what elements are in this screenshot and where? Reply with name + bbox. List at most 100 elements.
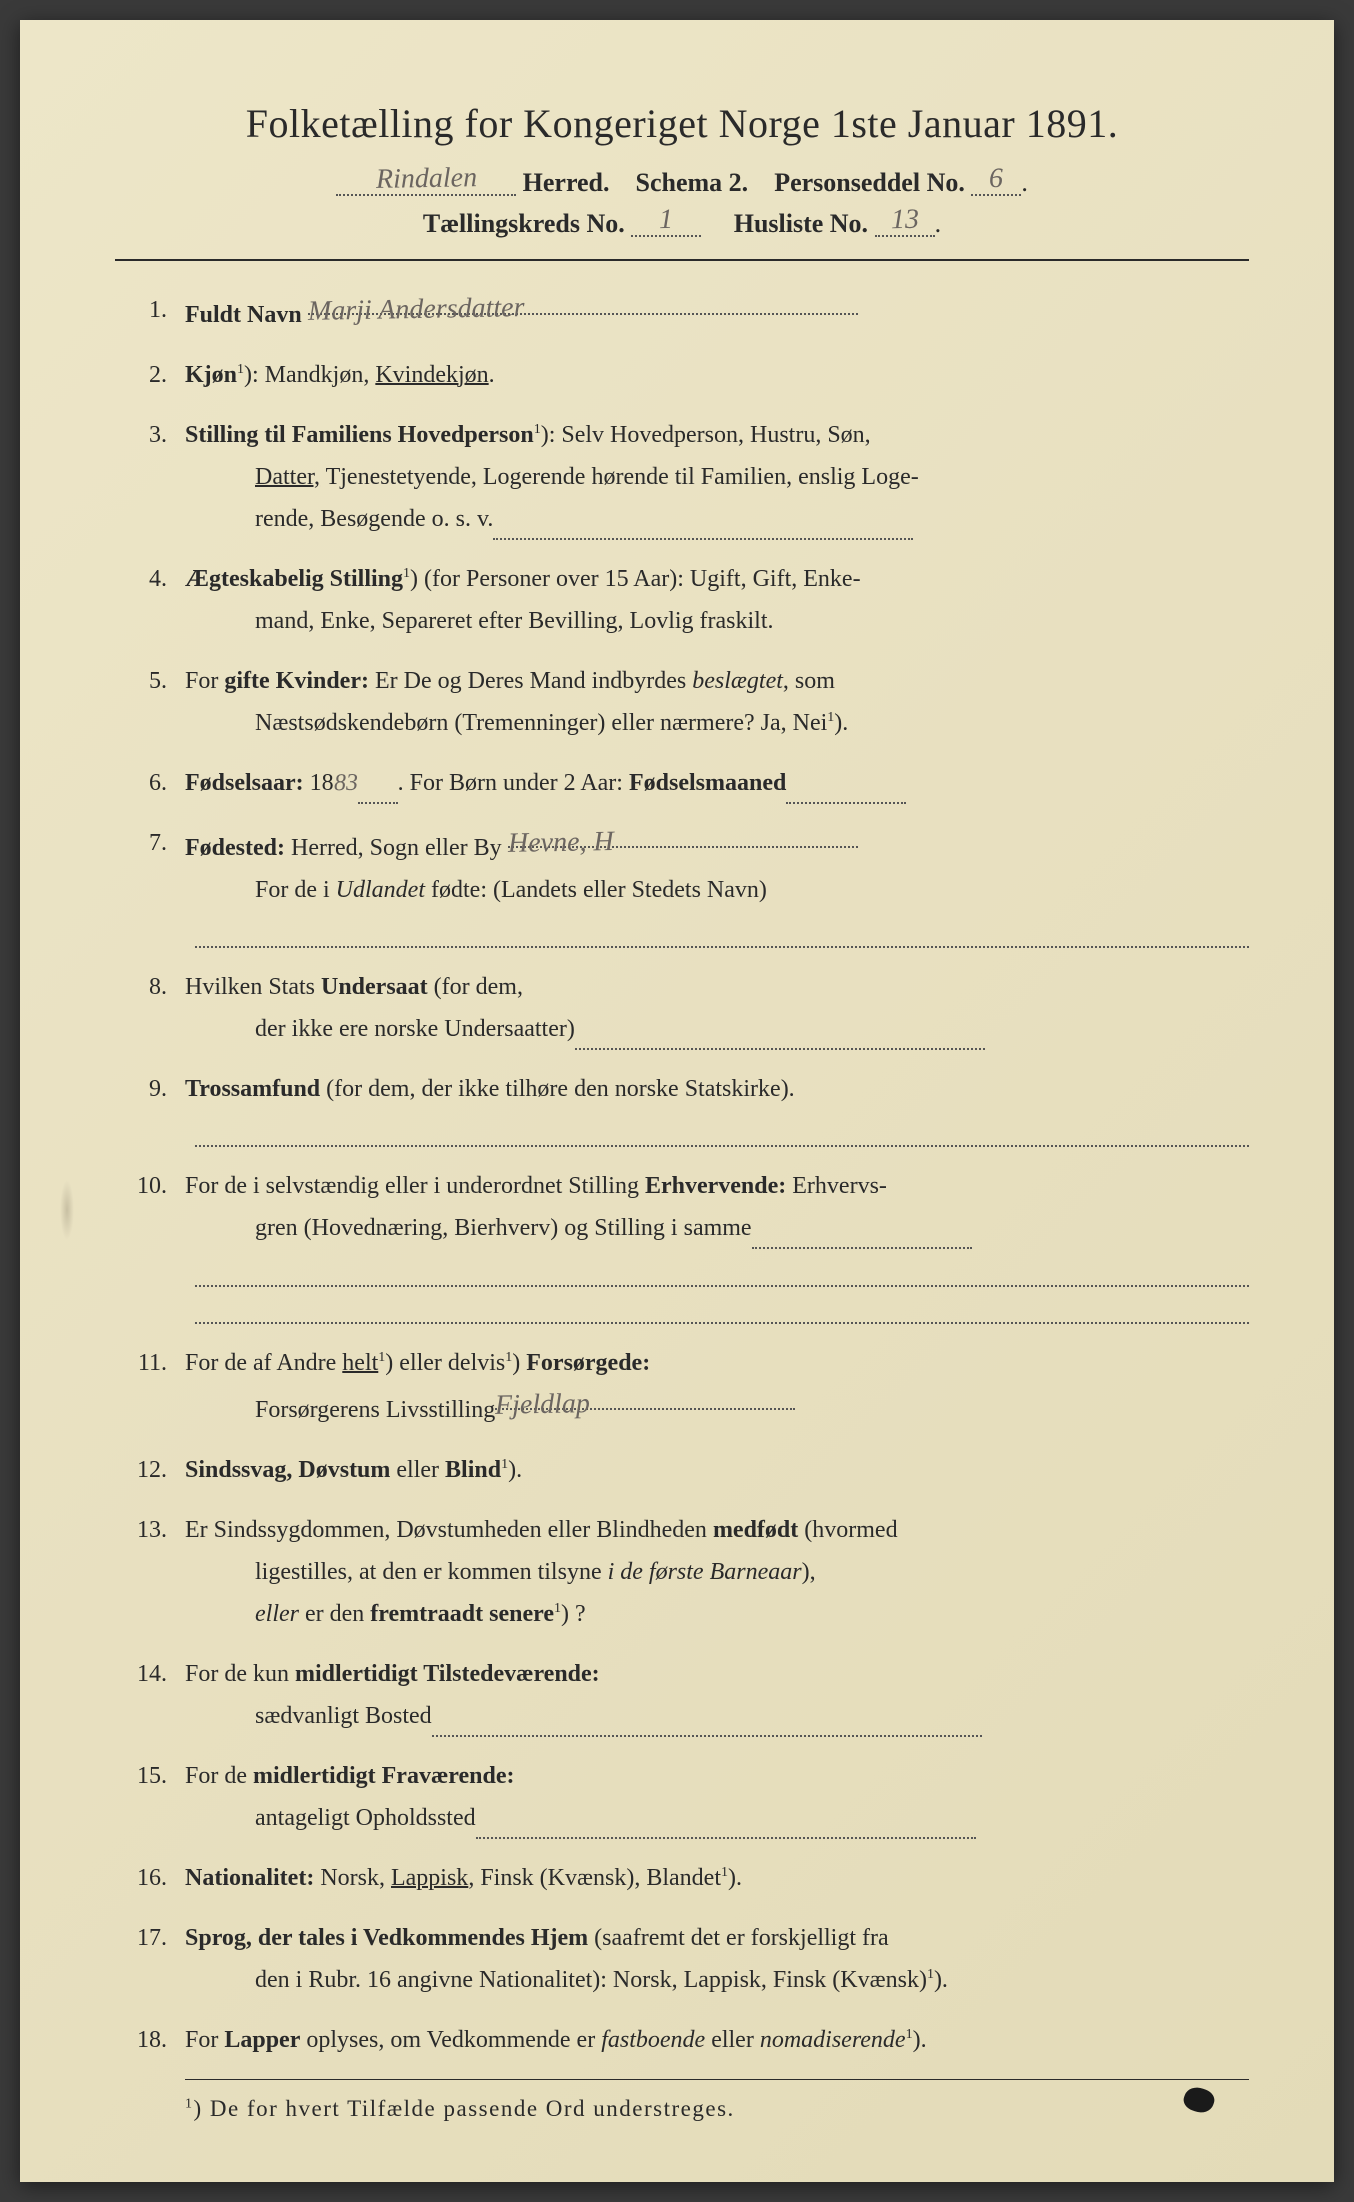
item-7: 7. Fødested: Herred, Sogn eller By Hevne… xyxy=(125,822,1249,911)
label: midlertidigt Tilstedeværende: xyxy=(295,1661,600,1687)
dotted-line xyxy=(195,1267,1249,1286)
label: Lapper xyxy=(224,2027,300,2053)
item-1: 1. Fuldt Navn Marji Andersdatter xyxy=(125,289,1249,336)
dotted xyxy=(575,1026,985,1050)
text: Næstsødskendebørn (Tremenninger) eller n… xyxy=(255,710,827,736)
item-num: 6. xyxy=(125,762,185,804)
form-header: Folketælling for Kongeriget Norge 1ste J… xyxy=(115,100,1249,239)
item-num: 8. xyxy=(125,966,185,1050)
label: Fødested: xyxy=(185,835,285,861)
label: Nationalitet: xyxy=(185,1865,314,1891)
herred-handwritten: Rindalen xyxy=(375,162,477,196)
text: ), xyxy=(802,1559,816,1585)
item-12: 12. Sindssvag, Døvstum eller Blind1). xyxy=(125,1449,1249,1491)
item-body: Sprog, der tales i Vedkommendes Hjem (sa… xyxy=(185,1917,1249,2001)
text: ). xyxy=(913,2027,927,2053)
item-4: 4. Ægteskabelig Stilling1) (for Personer… xyxy=(125,558,1249,642)
text: fødte: (Landets eller Stedets Navn) xyxy=(425,877,767,903)
text: Hvilken Stats xyxy=(185,974,321,1000)
dotted-line xyxy=(195,929,1249,948)
item-9: 9. Trossamfund (for dem, der ikke tilhør… xyxy=(125,1068,1249,1110)
underlined: Lappisk xyxy=(391,1865,468,1891)
item-body: Fuldt Navn Marji Andersdatter xyxy=(185,289,1249,336)
item-num: 18. xyxy=(125,2019,185,2061)
stain-mark xyxy=(60,1180,74,1240)
text: For de i selvstændig eller i underordnet… xyxy=(185,1173,645,1199)
item-11: 11. For de af Andre helt1) eller delvis1… xyxy=(125,1342,1249,1431)
text: 18 xyxy=(304,770,334,796)
item-body: Trossamfund (for dem, der ikke tilhøre d… xyxy=(185,1068,1249,1110)
text: antageligt Opholdssted xyxy=(255,1805,476,1831)
text: For de xyxy=(185,1763,253,1789)
personseddel-hand: 6 xyxy=(989,163,1004,195)
text: sædvanligt Bosted xyxy=(255,1703,432,1729)
item-body: Sindssvag, Døvstum eller Blind1). xyxy=(185,1449,1249,1491)
item-num: 3. xyxy=(125,414,185,540)
label: Ægteskabelig Stilling xyxy=(185,566,403,592)
item-body: Er Sindssygdommen, Døvstumheden eller Bl… xyxy=(185,1509,1249,1635)
personseddel-label: Personseddel No. xyxy=(774,168,965,197)
item-body: Ægteskabelig Stilling1) (for Personer ov… xyxy=(185,558,1249,642)
item-13: 13. Er Sindssygdommen, Døvstumheden elle… xyxy=(125,1509,1249,1635)
text: ) ? xyxy=(561,1601,586,1627)
text: ) xyxy=(512,1350,526,1376)
item-body: For gifte Kvinder: Er De og Deres Mand i… xyxy=(185,660,1249,744)
sup: 1 xyxy=(927,1967,934,1982)
footnote-text: ) De for hvert Tilfælde passende Ord und… xyxy=(194,2096,735,2121)
text: For xyxy=(185,2027,224,2053)
italic: Udlandet xyxy=(336,877,425,903)
text: For de af Andre xyxy=(185,1350,342,1376)
kreds-hand: 1 xyxy=(659,204,674,236)
dotted xyxy=(786,780,906,804)
text: (for dem, xyxy=(428,974,523,1000)
sup: 1 xyxy=(237,362,244,377)
item-3: 3. Stilling til Familiens Hovedperson1):… xyxy=(125,414,1249,540)
text: oplyses, om Vedkommende er xyxy=(300,2027,601,2053)
item-body: For Lapper oplyses, om Vedkommende er fa… xyxy=(185,2019,1249,2061)
sup: 1 xyxy=(403,566,410,581)
text: ) eller delvis xyxy=(385,1350,505,1376)
text: For de kun xyxy=(185,1661,295,1687)
item-2: 2. Kjøn1): Mandkjøn, Kvindekjøn. xyxy=(125,354,1249,396)
text: ). xyxy=(728,1865,742,1891)
sup: 1 xyxy=(721,1865,728,1880)
item-14: 14. For de kun midlertidigt Tilstedevære… xyxy=(125,1653,1249,1737)
label: Blind xyxy=(445,1457,501,1483)
subtitle-line-1: Rindalen Herred. Schema 2. Personseddel … xyxy=(115,167,1249,198)
census-form-page: Folketælling for Kongeriget Norge 1ste J… xyxy=(20,20,1334,2182)
item-num: 15. xyxy=(125,1755,185,1839)
label: Sindssvag, Døvstum xyxy=(185,1457,390,1483)
label: midlertidigt Fraværende: xyxy=(253,1763,515,1789)
text: . For Børn under 2 Aar: xyxy=(398,770,629,796)
husliste-hand: 13 xyxy=(890,204,919,236)
item-body: Fødselsaar: 1883. For Børn under 2 Aar: … xyxy=(185,762,1249,804)
item-num: 12. xyxy=(125,1449,185,1491)
item-num: 14. xyxy=(125,1653,185,1737)
item-15: 15. For de midlertidigt Fraværende: anta… xyxy=(125,1755,1249,1839)
kreds-label: Tællingskreds No. xyxy=(423,209,625,238)
italic: beslægtet xyxy=(692,668,783,694)
item-8: 8. Hvilken Stats Undersaat (for dem, der… xyxy=(125,966,1249,1050)
text: den i Rubr. 16 angivne Nationalitet): No… xyxy=(255,1967,927,1993)
text: (saafremt det er forskjelligt fra xyxy=(588,1925,889,1951)
text: ). xyxy=(508,1457,522,1483)
item-num: 1. xyxy=(125,289,185,336)
name-hand: Marji Andersdatter xyxy=(307,283,524,336)
text: ). xyxy=(834,710,848,736)
text: , Finsk (Kvænsk), Blandet xyxy=(468,1865,721,1891)
item-5: 5. For gifte Kvinder: Er De og Deres Man… xyxy=(125,660,1249,744)
italic: fastboende xyxy=(601,2027,705,2053)
text: Er De og Deres Mand indbyrdes xyxy=(369,668,692,694)
form-items: 1. Fuldt Navn Marji Andersdatter 2. Kjøn… xyxy=(115,289,1249,2061)
text: ) (for Personer over 15 Aar): Ugift, Gif… xyxy=(410,566,861,592)
text: For xyxy=(185,668,224,694)
sup: 1 xyxy=(534,422,541,437)
item-16: 16. Nationalitet: Norsk, Lappisk, Finsk … xyxy=(125,1857,1249,1899)
text: eller xyxy=(390,1457,445,1483)
label: Undersaat xyxy=(321,974,428,1000)
dotted-line xyxy=(195,1128,1249,1147)
item-body: For de kun midlertidigt Tilstedeværende:… xyxy=(185,1653,1249,1737)
item-num: 9. xyxy=(125,1068,185,1110)
item-body: Hvilken Stats Undersaat (for dem, der ik… xyxy=(185,966,1249,1050)
text: , som xyxy=(783,668,835,694)
